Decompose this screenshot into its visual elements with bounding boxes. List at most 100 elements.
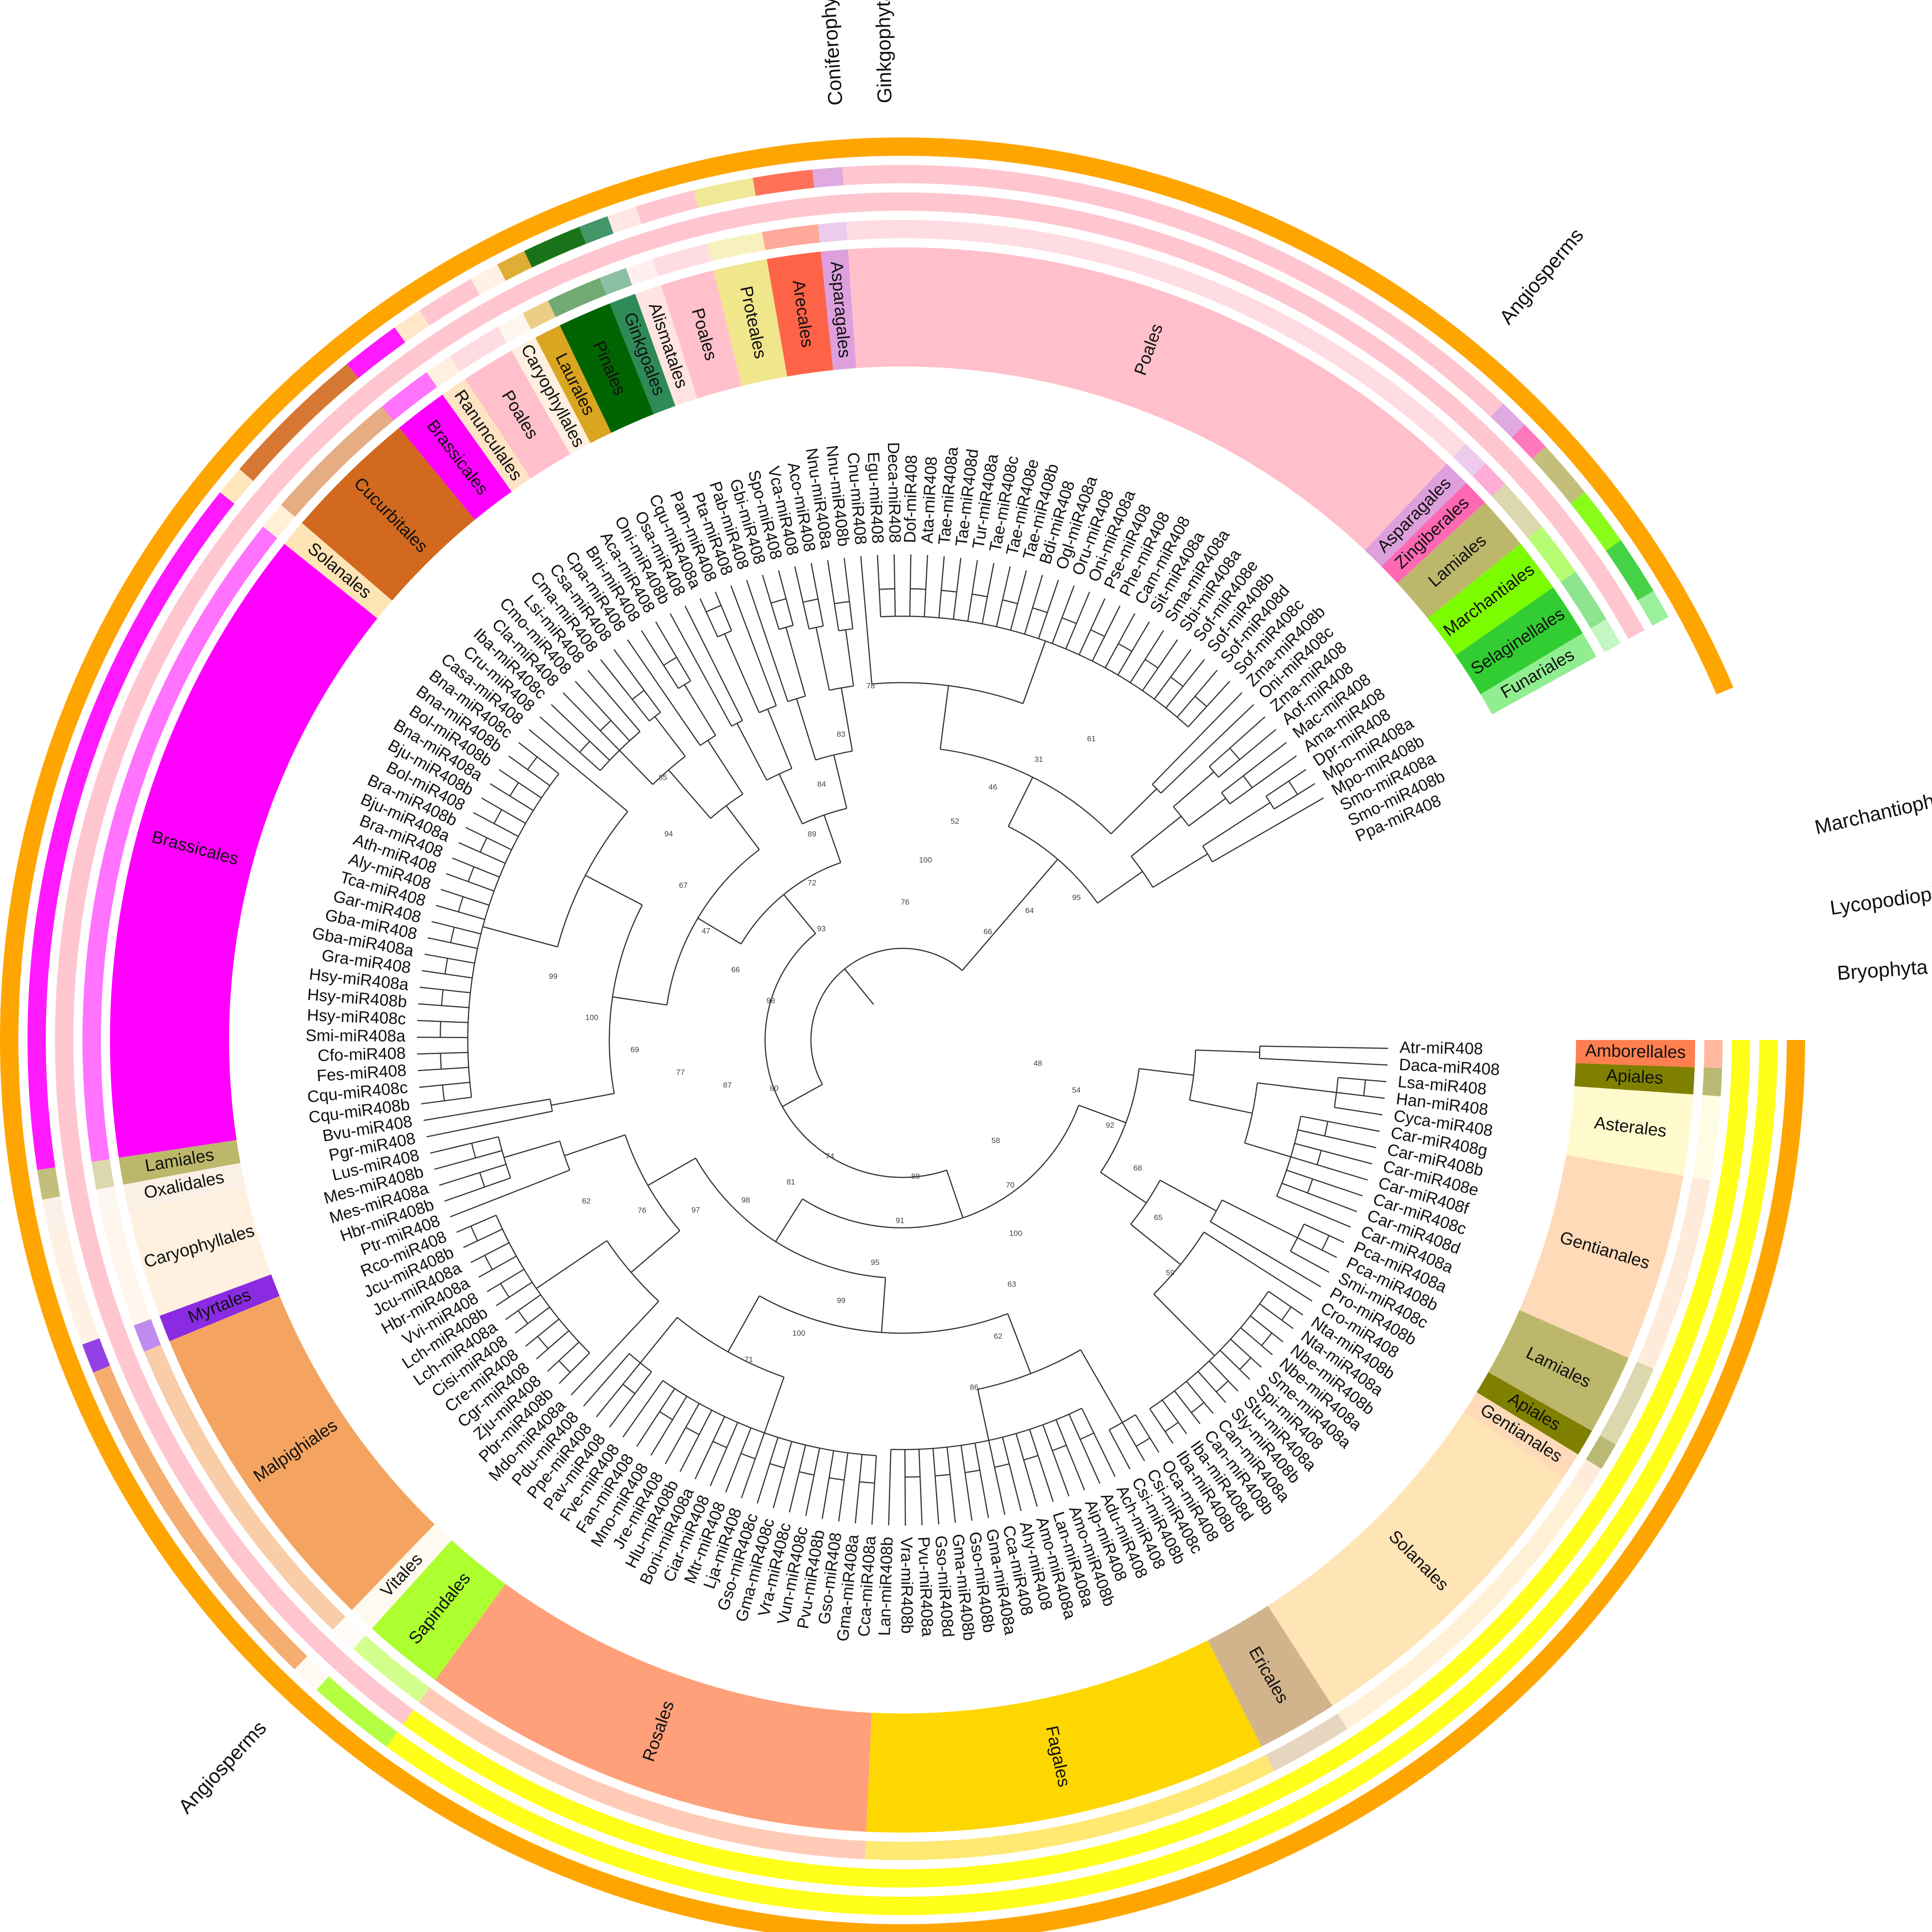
phylum-label: Bryophyta <box>1836 956 1929 985</box>
branch <box>424 953 475 964</box>
order-sector-vitales <box>351 1524 452 1629</box>
branch <box>1165 659 1205 709</box>
outer-ring-segment <box>347 327 405 378</box>
branch <box>940 685 949 750</box>
branch <box>918 1449 923 1526</box>
outer-ring-segment <box>1490 404 1525 438</box>
outer-ring-segment <box>263 505 295 538</box>
bootstrap-value: 86 <box>970 1383 979 1392</box>
phylum-label: Lycopodiophyta <box>1828 878 1932 919</box>
bootstrap-value: 100 <box>1009 1229 1022 1238</box>
bootstrap-value: 80 <box>770 1084 778 1093</box>
bootstrap-value: 62 <box>994 1332 1002 1341</box>
outer-ring-segment <box>133 1319 161 1352</box>
branch <box>496 1281 533 1307</box>
outer-ring-segment <box>1731 1040 1750 1069</box>
outer-ring-segment <box>386 1732 864 1914</box>
bootstrap-value: 98 <box>741 1196 750 1204</box>
outer-ring-segment <box>118 1355 327 1650</box>
branch <box>996 566 1011 627</box>
bootstrap-value: 95 <box>871 1258 880 1267</box>
branch <box>1032 607 1048 613</box>
branch <box>536 1330 569 1360</box>
outer-ring-segment <box>1527 526 1576 582</box>
order-sector-apiales <box>1476 1372 1592 1455</box>
outer-ring-segment <box>842 165 1504 417</box>
bootstrap-value: 94 <box>664 829 673 838</box>
outer-ring-segment <box>484 289 519 319</box>
branch <box>1209 1360 1239 1392</box>
bootstrap-value: 97 <box>691 1205 700 1214</box>
outer-ring-segment <box>42 1196 66 1229</box>
branch <box>1334 1106 1383 1116</box>
bootstrap-value: 65 <box>1154 1213 1162 1222</box>
branch <box>587 670 640 732</box>
outer-ring-segment <box>1758 1040 1778 1070</box>
outer-ring-segment <box>353 1635 430 1702</box>
order-sector-proteales <box>713 259 788 386</box>
outer-ring-segment <box>419 1687 866 1860</box>
outer-ring-segment <box>394 310 430 343</box>
branch <box>1195 1049 1260 1053</box>
branch <box>1259 1045 1306 1048</box>
outer-ring-segment <box>419 279 480 326</box>
order-sector-oxalidales <box>123 1163 245 1212</box>
branch <box>1305 1046 1388 1049</box>
outer-ring-segment <box>700 205 761 235</box>
bootstrap-value: 98 <box>766 996 775 1005</box>
outer-ring-segment <box>64 1163 88 1195</box>
branch <box>994 1463 1010 1468</box>
outer-ring-segment <box>1703 1040 1723 1068</box>
branch <box>782 1084 823 1107</box>
branch <box>1217 704 1254 740</box>
branch <box>1338 1077 1387 1083</box>
bootstrap-value: 88 <box>911 1172 920 1181</box>
outer-ring-segment <box>1491 483 1542 538</box>
bootstrap-value: 91 <box>896 1216 904 1225</box>
bootstrap-value: 61 <box>1087 734 1096 743</box>
outer-ring-segment <box>1594 1473 1625 1508</box>
branch <box>1029 1429 1054 1502</box>
branch <box>579 741 591 753</box>
branch <box>490 1098 550 1110</box>
outer-ring-segment <box>864 1779 1287 1888</box>
order-sector-malpighiales <box>169 1296 435 1610</box>
branch <box>1204 1231 1263 1270</box>
branch <box>1257 1082 1337 1093</box>
branch <box>1024 575 1043 635</box>
branch <box>1215 1380 1229 1393</box>
bootstrap-value: 100 <box>586 1013 598 1022</box>
outer-ring-segment <box>626 259 658 285</box>
branch <box>730 585 749 632</box>
branch <box>622 1380 663 1438</box>
branch <box>430 1136 499 1154</box>
branch <box>482 926 558 947</box>
outer-ring-segment <box>1532 446 1585 504</box>
branch <box>1336 1092 1385 1099</box>
order-sector-cucurbitales <box>301 427 475 601</box>
outer-ring-segment <box>1472 423 1505 457</box>
branch <box>440 1053 442 1069</box>
outer-ring-segment <box>752 170 815 196</box>
branch <box>662 1380 876 1456</box>
branch <box>418 1067 469 1072</box>
outer-ring-segment <box>1692 1095 1721 1181</box>
branch <box>1188 798 1226 826</box>
outer-ring-segment <box>364 350 421 400</box>
branch <box>1051 585 1075 644</box>
branch <box>478 1255 517 1278</box>
branch <box>612 1301 659 1352</box>
branch <box>829 1477 844 1481</box>
order-sector-ginkgoales <box>609 294 676 415</box>
branch <box>821 1450 834 1519</box>
outer-ring-segment <box>1265 1713 1347 1771</box>
outer-ring-segment <box>82 1338 110 1373</box>
branch <box>684 605 712 659</box>
branch <box>471 1143 476 1158</box>
outer-ring-segment <box>69 1191 93 1223</box>
outer-ring-segment <box>1367 1513 1632 1775</box>
branch <box>1015 1433 1038 1507</box>
branch <box>1259 1057 1322 1062</box>
branch <box>778 773 803 824</box>
outer-ring-segment <box>1492 444 1526 478</box>
